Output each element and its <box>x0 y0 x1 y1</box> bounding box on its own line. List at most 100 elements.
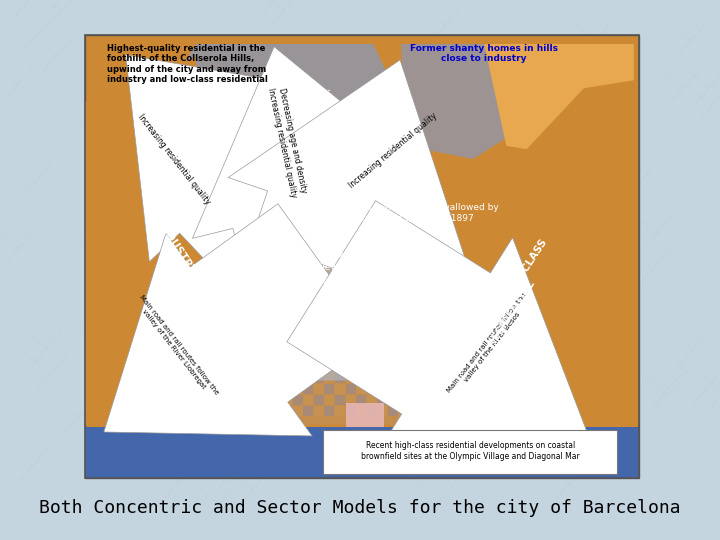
Bar <box>240 273 250 283</box>
Text: Main road and rail routes follow the
valley of the River Besos: Main road and rail routes follow the val… <box>446 292 533 398</box>
Bar <box>303 384 313 394</box>
Bar <box>419 340 429 349</box>
Bar <box>251 406 261 416</box>
Bar <box>261 351 271 361</box>
Bar <box>377 273 387 283</box>
Bar <box>377 395 387 405</box>
Bar <box>409 262 419 272</box>
Bar <box>419 373 429 383</box>
Bar <box>398 384 408 394</box>
Bar <box>251 340 261 349</box>
Bar <box>293 384 303 394</box>
Bar <box>398 351 408 361</box>
Bar <box>282 318 292 327</box>
Bar <box>261 362 271 372</box>
Bar <box>398 329 408 339</box>
Bar <box>314 329 324 339</box>
Bar <box>346 340 356 349</box>
Bar <box>398 373 408 383</box>
Bar <box>293 318 303 327</box>
Bar <box>282 406 292 416</box>
Text: Increasing residential quality: Increasing residential quality <box>135 112 212 206</box>
Bar <box>271 273 282 283</box>
Bar <box>251 307 261 316</box>
Bar <box>261 395 271 405</box>
Bar <box>325 351 334 361</box>
Bar <box>251 384 261 394</box>
Bar <box>346 307 356 316</box>
Bar <box>271 262 282 272</box>
Bar <box>346 406 356 416</box>
Bar <box>240 285 250 294</box>
Bar <box>303 262 313 272</box>
Bar <box>271 395 282 405</box>
Bar <box>251 295 261 305</box>
Bar <box>261 329 271 339</box>
Bar <box>346 351 356 361</box>
Bar <box>303 285 313 294</box>
Bar <box>251 351 261 361</box>
Bar <box>251 273 261 283</box>
Bar <box>303 307 313 316</box>
Bar <box>282 307 292 316</box>
Bar <box>261 273 271 283</box>
Bar <box>335 395 345 405</box>
Bar <box>303 295 313 305</box>
Bar <box>251 318 261 327</box>
Bar <box>398 262 408 272</box>
Bar <box>282 384 292 394</box>
Bar <box>293 307 303 316</box>
Bar <box>398 340 408 349</box>
Bar <box>282 351 292 361</box>
Bar <box>366 384 377 394</box>
Bar <box>251 362 261 372</box>
Bar <box>430 307 440 316</box>
Bar <box>271 307 282 316</box>
Bar <box>293 285 303 294</box>
Bar <box>356 362 366 372</box>
Bar <box>325 262 334 272</box>
Text: Medieval town of Gracia swallowed by
Barcelona's growth in 1897: Medieval town of Gracia swallowed by Bar… <box>325 204 499 223</box>
Text: Low-class residential: Low-class residential <box>289 276 377 285</box>
Bar <box>314 362 324 372</box>
Bar <box>261 295 271 305</box>
Bar <box>251 395 261 405</box>
Bar <box>271 384 282 394</box>
Bar <box>377 351 387 361</box>
Bar <box>419 362 429 372</box>
Bar <box>387 329 397 339</box>
Bar <box>387 406 397 416</box>
Bar <box>409 373 419 383</box>
Bar <box>387 351 397 361</box>
Bar <box>356 307 366 316</box>
Bar <box>335 273 345 283</box>
Bar <box>251 285 261 294</box>
Bar <box>85 35 639 478</box>
Bar <box>356 295 366 305</box>
Bar <box>387 362 397 372</box>
Bar <box>271 373 282 383</box>
Bar <box>303 329 313 339</box>
Bar <box>325 318 334 327</box>
Bar <box>377 262 387 272</box>
Bar <box>356 318 366 327</box>
Bar <box>314 273 324 283</box>
Bar <box>85 427 639 478</box>
Bar <box>366 295 377 305</box>
Text: Recent high-class residential developments on coastal
brownfield sites at the Ol: Recent high-class residential developmen… <box>361 441 580 461</box>
Bar <box>430 340 440 349</box>
Bar <box>261 318 271 327</box>
Bar <box>282 395 292 405</box>
Bar <box>377 307 387 316</box>
Bar <box>398 395 408 405</box>
Text: Former shanty homes in hills
close to industry: Former shanty homes in hills close to in… <box>410 44 558 63</box>
Bar <box>293 362 303 372</box>
Bar <box>251 373 261 383</box>
Bar <box>335 262 345 272</box>
Bar <box>377 340 387 349</box>
Bar <box>303 362 313 372</box>
Polygon shape <box>401 44 528 159</box>
Bar <box>387 273 397 283</box>
Bar <box>398 307 408 316</box>
Polygon shape <box>484 44 634 168</box>
